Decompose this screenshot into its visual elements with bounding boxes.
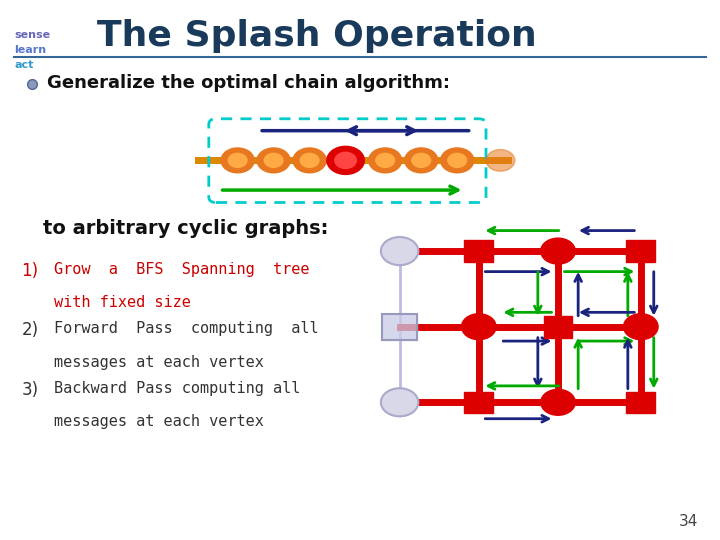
Circle shape (228, 153, 247, 167)
Circle shape (486, 150, 515, 171)
Circle shape (541, 238, 575, 264)
Circle shape (257, 148, 290, 173)
Text: Backward Pass computing all: Backward Pass computing all (54, 381, 300, 396)
Circle shape (376, 153, 395, 167)
Text: act: act (14, 60, 34, 70)
Circle shape (381, 237, 418, 265)
Text: 34: 34 (679, 514, 698, 529)
Text: to arbitrary cyclic graphs:: to arbitrary cyclic graphs: (43, 219, 328, 238)
Text: The Splash Operation: The Splash Operation (97, 19, 537, 53)
Text: learn: learn (14, 45, 47, 55)
Circle shape (462, 314, 496, 340)
Text: with fixed size: with fixed size (54, 295, 191, 310)
Bar (464, 392, 493, 413)
Circle shape (327, 146, 364, 174)
Circle shape (300, 153, 319, 167)
Circle shape (221, 148, 254, 173)
Circle shape (293, 148, 326, 173)
Bar (382, 314, 417, 340)
Text: Forward  Pass  computing  all: Forward Pass computing all (54, 321, 319, 336)
Text: messages at each vertex: messages at each vertex (54, 414, 264, 429)
Circle shape (405, 148, 438, 173)
Circle shape (369, 148, 402, 173)
Bar (382, 314, 417, 340)
Circle shape (624, 314, 658, 340)
Circle shape (335, 152, 356, 168)
Bar (544, 316, 572, 338)
Circle shape (381, 388, 418, 416)
Circle shape (264, 153, 283, 167)
Text: 2): 2) (22, 321, 39, 339)
Text: messages at each vertex: messages at each vertex (54, 355, 264, 370)
Circle shape (448, 153, 467, 167)
Circle shape (441, 148, 474, 173)
Text: Generalize the optimal chain algorithm:: Generalize the optimal chain algorithm: (47, 73, 450, 92)
Text: sense: sense (14, 30, 50, 40)
Circle shape (412, 153, 431, 167)
Circle shape (541, 389, 575, 415)
Text: Grow  a  BFS  Spanning  tree: Grow a BFS Spanning tree (54, 262, 310, 277)
Bar (626, 392, 655, 413)
Bar (626, 240, 655, 262)
Bar (464, 240, 493, 262)
Text: 1): 1) (22, 262, 39, 280)
Text: 3): 3) (22, 381, 39, 399)
